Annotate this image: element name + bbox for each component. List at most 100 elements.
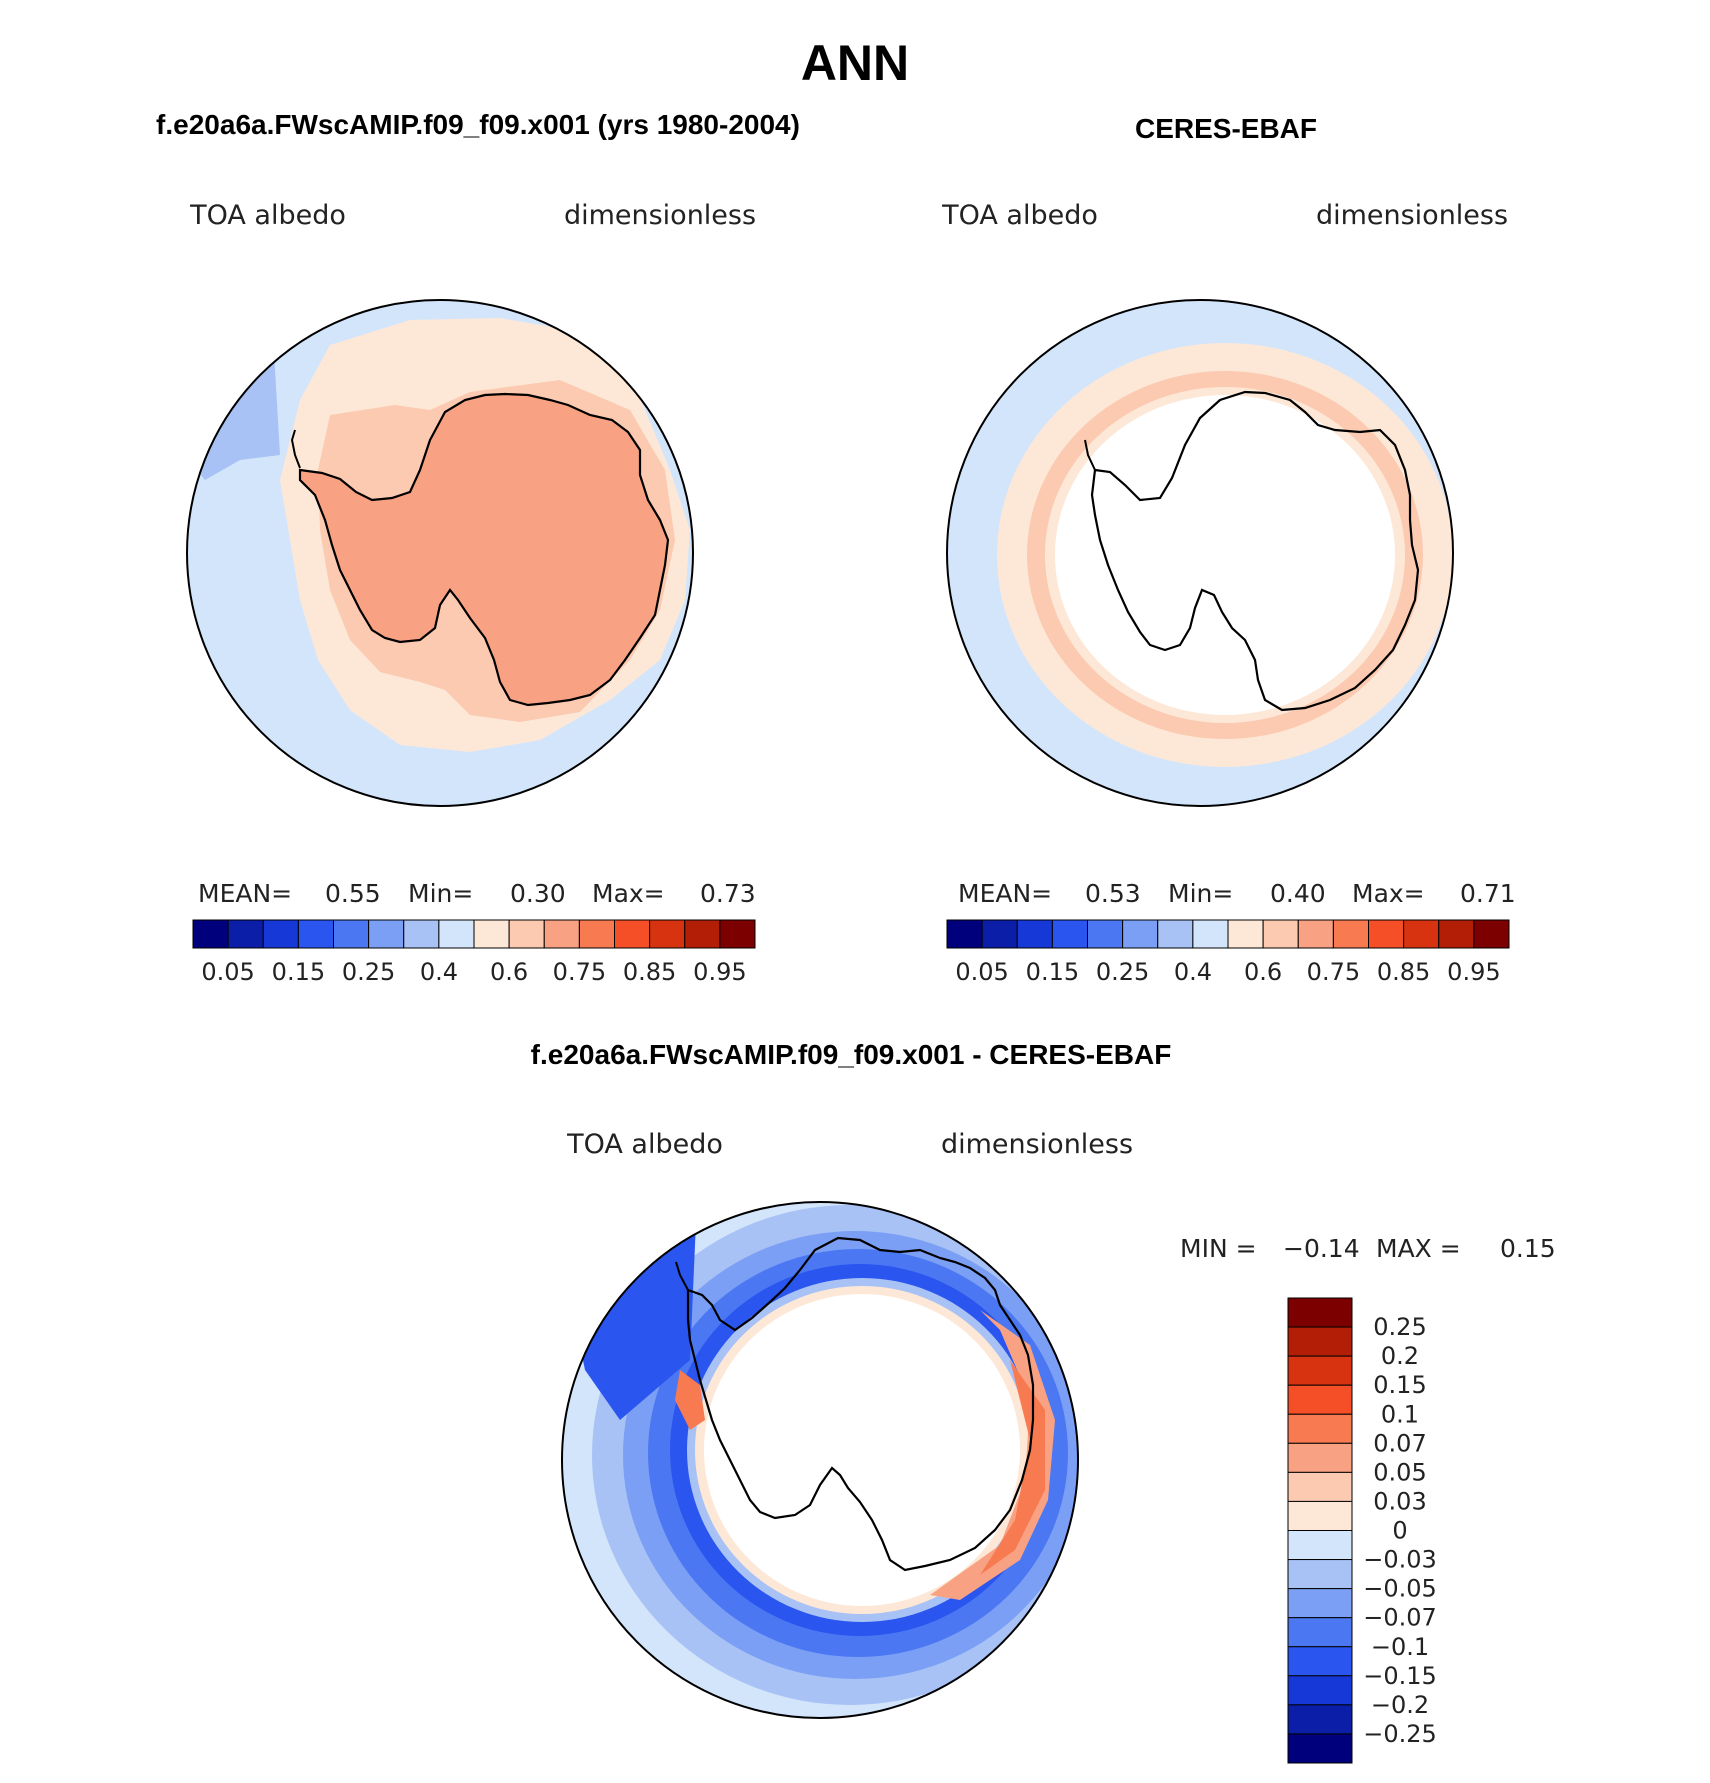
colorbar-tick-label: 0.05	[1373, 1458, 1426, 1486]
colorbar-tick-label: −0.07	[1363, 1604, 1437, 1632]
colorbar-tick-label: 0.25	[342, 958, 395, 986]
colorbar-cell	[227, 919, 264, 949]
colorbar-cell	[578, 919, 615, 949]
colorbar-cell	[297, 919, 334, 949]
panel1-title: f.e20a6a.FWscAMIP.f09_f09.x001 (yrs 1980…	[156, 109, 800, 140]
panel2-map	[946, 299, 1454, 807]
panel2-units-label: dimensionless	[1316, 200, 1508, 231]
colorbar-tick-label: 0.75	[1307, 958, 1360, 986]
panel3-missing-data	[704, 1294, 1020, 1606]
colorbar-cell	[403, 919, 440, 949]
figure-title: ANN	[801, 35, 909, 91]
colorbar-cell	[1287, 1704, 1353, 1735]
colorbar-cell	[543, 919, 580, 949]
colorbar-tick-label: 0.15	[1026, 958, 1079, 986]
colorbar-tick-label: −0.05	[1363, 1575, 1437, 1603]
colorbar-cell	[1287, 1355, 1353, 1386]
colorbar-cell	[192, 919, 229, 949]
colorbar-tick-label: −0.15	[1363, 1662, 1437, 1690]
panel1-min-label: Min=	[408, 879, 473, 908]
colorbar-tick-label: 0.2	[1381, 1342, 1419, 1370]
colorbar-cell	[1287, 1500, 1353, 1531]
colorbar-tick-label: 0.6	[490, 958, 528, 986]
panel1-map-border	[186, 299, 694, 807]
colorbar-cell	[1192, 919, 1229, 949]
panel1-colorbar-ticks: 0.05 0.15 0.25 0.4 0.6 0.75 0.85 0.95	[201, 958, 746, 986]
colorbar-tick-label: −0.1	[1371, 1633, 1429, 1661]
colorbar-cell	[1287, 1646, 1353, 1677]
colorbar-tick-label: 0.15	[1373, 1371, 1426, 1399]
colorbar-cell	[1287, 1297, 1353, 1328]
colorbar-cell	[1438, 919, 1475, 949]
panel2-colorbar-ticks: 0.05 0.15 0.25 0.4 0.6 0.75 0.85 0.95	[955, 958, 1500, 986]
panel3-max-value: 0.15	[1500, 1234, 1556, 1263]
colorbar-cell	[1403, 919, 1440, 949]
colorbar-tick-label: 0.4	[1174, 958, 1212, 986]
colorbar-cell	[333, 919, 370, 949]
colorbar-tick-label: 0.07	[1373, 1429, 1426, 1457]
colorbar-tick-label: 0.03	[1373, 1487, 1426, 1515]
colorbar-tick-label: 0.1	[1381, 1400, 1419, 1428]
panel1-low-albedo-patch-2	[610, 760, 660, 795]
colorbar-cell	[1473, 919, 1510, 949]
panel2-missing-data	[1055, 395, 1395, 715]
colorbar-cell	[1332, 919, 1369, 949]
colorbar-cell	[1122, 919, 1159, 949]
panel3-title: f.e20a6a.FWscAMIP.f09_f09.x001 - CERES-E…	[531, 1039, 1172, 1070]
colorbar-tick-label: −0.2	[1371, 1691, 1429, 1719]
panel1-peninsula-tip	[290, 429, 301, 469]
colorbar-cell	[1287, 1617, 1353, 1648]
panel1-colorbar	[192, 919, 756, 949]
colorbar-tick-label: 0	[1392, 1517, 1407, 1545]
colorbar-cell	[946, 919, 983, 949]
panel2-mean-value: 0.53	[1085, 879, 1141, 908]
panel3-max-label: MAX =	[1376, 1234, 1461, 1263]
panel1-max-label: Max=	[592, 879, 665, 908]
colorbar-tick-label: 0.05	[955, 958, 1008, 986]
panel2-max-value: 0.71	[1460, 879, 1516, 908]
colorbar-cell	[1287, 1530, 1353, 1561]
panel1-max-value: 0.73	[700, 879, 756, 908]
colorbar-cell	[368, 919, 405, 949]
panel3-min-value: −0.14	[1283, 1234, 1360, 1263]
panel2-colorbar	[946, 919, 1510, 949]
panel1-units-label: dimensionless	[564, 200, 756, 231]
colorbar-cell	[262, 919, 299, 949]
colorbar-tick-label: 0.85	[1377, 958, 1430, 986]
panel1-variable-label: TOA albedo	[189, 200, 346, 231]
colorbar-cell	[1287, 1471, 1353, 1502]
colorbar-cell	[1051, 919, 1088, 949]
panel3-colorbar-ticks: 0.25 0.2 0.15 0.1 0.07 0.05 0.03 0 −0.03…	[1363, 1313, 1437, 1748]
colorbar-tick-label: 0.85	[623, 958, 676, 986]
panel2-title: CERES-EBAF	[1135, 113, 1317, 144]
panel2-peninsula-tip	[1084, 439, 1096, 471]
panel3-peninsula-tip	[675, 1261, 689, 1291]
colorbar-tick-label: 0.05	[201, 958, 254, 986]
colorbar-cell	[1087, 919, 1124, 949]
colorbar-cell	[719, 919, 756, 949]
colorbar-tick-label: 0.25	[1096, 958, 1149, 986]
panel1-min-value: 0.30	[510, 879, 566, 908]
colorbar-cell	[1287, 1413, 1353, 1444]
colorbar-cell	[1287, 1588, 1353, 1619]
colorbar-cell	[1287, 1733, 1353, 1764]
panel2-map-border	[946, 299, 1454, 807]
colorbar-tick-label: 0.95	[1447, 958, 1500, 986]
colorbar-cell	[1287, 1442, 1353, 1473]
colorbar-cell	[1227, 919, 1264, 949]
colorbar-tick-label: 0.4	[420, 958, 458, 986]
panel2-min-value: 0.40	[1270, 879, 1326, 908]
colorbar-cell	[1297, 919, 1334, 949]
colorbar-cell	[1368, 919, 1405, 949]
colorbar-tick-label: 0.15	[272, 958, 325, 986]
colorbar-cell	[1287, 1675, 1353, 1706]
panel2-mean-label: MEAN=	[958, 879, 1052, 908]
panel3-east-strong-positive	[980, 1360, 1045, 1575]
colorbar-tick-label: −0.03	[1363, 1546, 1437, 1574]
colorbar-cell	[1287, 1326, 1353, 1357]
colorbar-cell	[1262, 919, 1299, 949]
panel3-units-label: dimensionless	[941, 1129, 1133, 1160]
colorbar-tick-label: 0.95	[693, 958, 746, 986]
panel1-mean-value: 0.55	[325, 879, 381, 908]
